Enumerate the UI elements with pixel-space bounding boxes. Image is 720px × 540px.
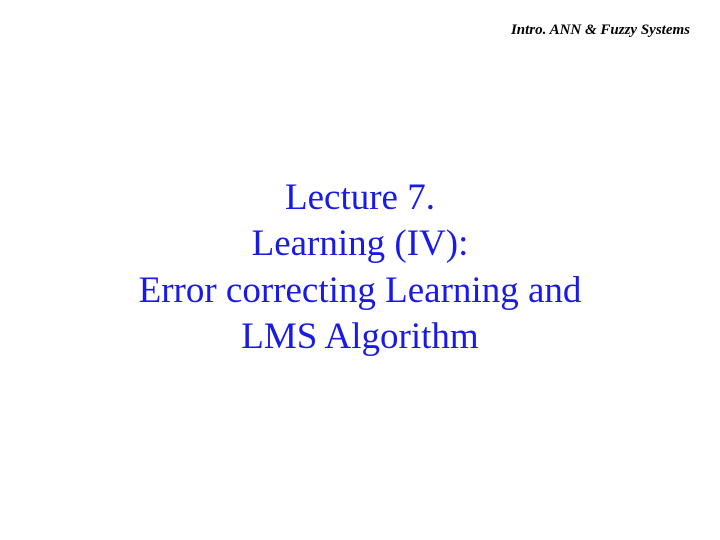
title-line-3: Error correcting Learning and (40, 268, 680, 314)
title-line-1: Lecture 7. (40, 175, 680, 221)
title-line-2: Learning (IV): (40, 221, 680, 267)
slide-header: Intro. ANN & Fuzzy Systems (511, 22, 690, 39)
slide-title-container: Lecture 7. Learning (IV): Error correcti… (0, 175, 720, 360)
title-line-4: LMS Algorithm (40, 314, 680, 360)
